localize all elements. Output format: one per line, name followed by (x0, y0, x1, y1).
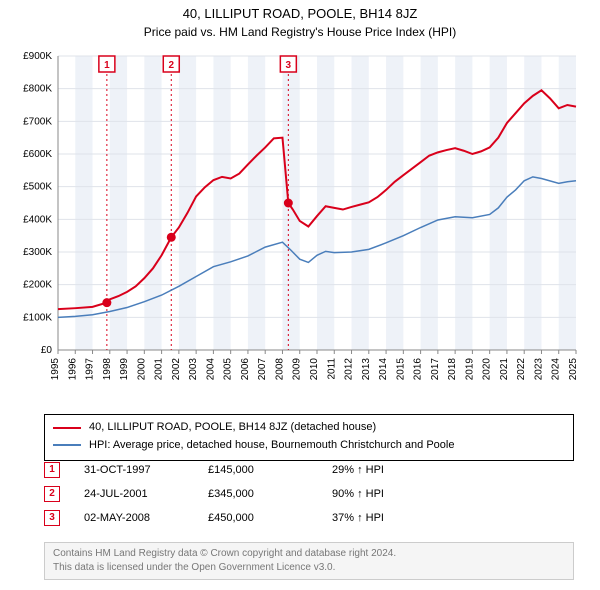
attribution-box: Contains HM Land Registry data © Crown c… (44, 542, 574, 580)
legend-swatch (53, 427, 81, 429)
svg-text:2008: 2008 (274, 358, 285, 381)
sale-marker: 3 (44, 510, 60, 526)
svg-text:£800K: £800K (23, 84, 52, 95)
svg-text:2009: 2009 (292, 358, 303, 381)
svg-text:1998: 1998 (102, 358, 113, 381)
svg-text:2025: 2025 (568, 358, 579, 381)
svg-text:2010: 2010 (309, 358, 320, 381)
svg-text:2018: 2018 (447, 358, 458, 381)
svg-text:1995: 1995 (50, 358, 61, 381)
svg-text:2022: 2022 (516, 358, 527, 381)
svg-text:£300K: £300K (23, 247, 52, 258)
svg-text:2012: 2012 (344, 358, 355, 381)
svg-text:2006: 2006 (240, 358, 251, 381)
legend-box: 40, LILLIPUT ROAD, POOLE, BH14 8JZ (deta… (44, 414, 574, 461)
sale-date: 31-OCT-1997 (84, 458, 208, 482)
svg-text:2023: 2023 (533, 358, 544, 381)
svg-text:2024: 2024 (551, 358, 562, 381)
svg-text:1999: 1999 (119, 358, 130, 381)
svg-text:£900K: £900K (23, 51, 52, 62)
svg-text:2007: 2007 (257, 358, 268, 381)
svg-text:2000: 2000 (136, 358, 147, 381)
sale-price: £345,000 (208, 482, 332, 506)
svg-text:2013: 2013 (361, 358, 372, 381)
sale-price: £450,000 (208, 506, 332, 530)
sale-price: £145,000 (208, 458, 332, 482)
svg-text:2: 2 (168, 60, 174, 71)
legend-label: HPI: Average price, detached house, Bour… (89, 437, 454, 455)
svg-text:2014: 2014 (378, 358, 389, 381)
sale-row: 3 02-MAY-2008£450,00037% ↑ HPI (44, 506, 398, 530)
sale-row: 1 31-OCT-1997£145,00029% ↑ HPI (44, 458, 398, 482)
sale-delta: 29% ↑ HPI (332, 458, 398, 482)
svg-text:£500K: £500K (23, 182, 52, 193)
chart-subtitle: Price paid vs. HM Land Registry's House … (0, 21, 600, 39)
sales-table: 1 31-OCT-1997£145,00029% ↑ HPI 2 24-JUL-200… (44, 458, 398, 530)
line-chart: £0 £100K £200K £300K £400K £500K £600K £700K £80… (14, 50, 586, 400)
sale-delta: 90% ↑ HPI (332, 482, 398, 506)
svg-text:£600K: £600K (23, 149, 52, 160)
svg-text:£700K: £700K (23, 116, 52, 127)
svg-text:£0: £0 (41, 345, 53, 356)
svg-text:2016: 2016 (413, 358, 424, 381)
legend-item: HPI: Average price, detached house, Bour… (53, 437, 565, 455)
sale-marker: 2 (44, 486, 60, 502)
sale-marker: 1 (44, 462, 60, 478)
legend-label: 40, LILLIPUT ROAD, POOLE, BH14 8JZ (deta… (89, 419, 376, 437)
svg-text:2015: 2015 (395, 358, 406, 381)
svg-text:3: 3 (286, 60, 292, 71)
svg-text:2021: 2021 (499, 358, 510, 381)
svg-text:2004: 2004 (205, 358, 216, 381)
svg-text:2011: 2011 (326, 358, 337, 380)
sale-date: 02-MAY-2008 (84, 506, 208, 530)
chart-container: 40, LILLIPUT ROAD, POOLE, BH14 8JZ Price… (0, 0, 600, 590)
svg-text:2017: 2017 (430, 358, 441, 381)
svg-text:2020: 2020 (482, 358, 493, 381)
svg-text:2019: 2019 (464, 358, 475, 381)
svg-text:2002: 2002 (171, 358, 182, 381)
attribution-line: This data is licensed under the Open Gov… (53, 561, 565, 575)
sale-delta: 37% ↑ HPI (332, 506, 398, 530)
svg-text:2005: 2005 (223, 358, 234, 381)
chart-area: £0 £100K £200K £300K £400K £500K £600K £700K £80… (14, 50, 586, 400)
svg-text:£400K: £400K (23, 214, 52, 225)
sale-row: 2 24-JUL-2001£345,00090% ↑ HPI (44, 482, 398, 506)
attribution-line: Contains HM Land Registry data © Crown c… (53, 547, 565, 561)
svg-text:£200K: £200K (23, 280, 52, 291)
svg-text:1: 1 (104, 60, 110, 71)
legend-swatch (53, 444, 81, 446)
svg-text:1997: 1997 (85, 358, 96, 381)
svg-text:2003: 2003 (188, 358, 199, 381)
svg-text:£100K: £100K (23, 312, 52, 323)
svg-text:2001: 2001 (154, 358, 165, 381)
chart-title: 40, LILLIPUT ROAD, POOLE, BH14 8JZ (0, 0, 600, 21)
svg-text:1996: 1996 (67, 358, 78, 381)
legend-item: 40, LILLIPUT ROAD, POOLE, BH14 8JZ (deta… (53, 419, 565, 437)
sale-date: 24-JUL-2001 (84, 482, 208, 506)
